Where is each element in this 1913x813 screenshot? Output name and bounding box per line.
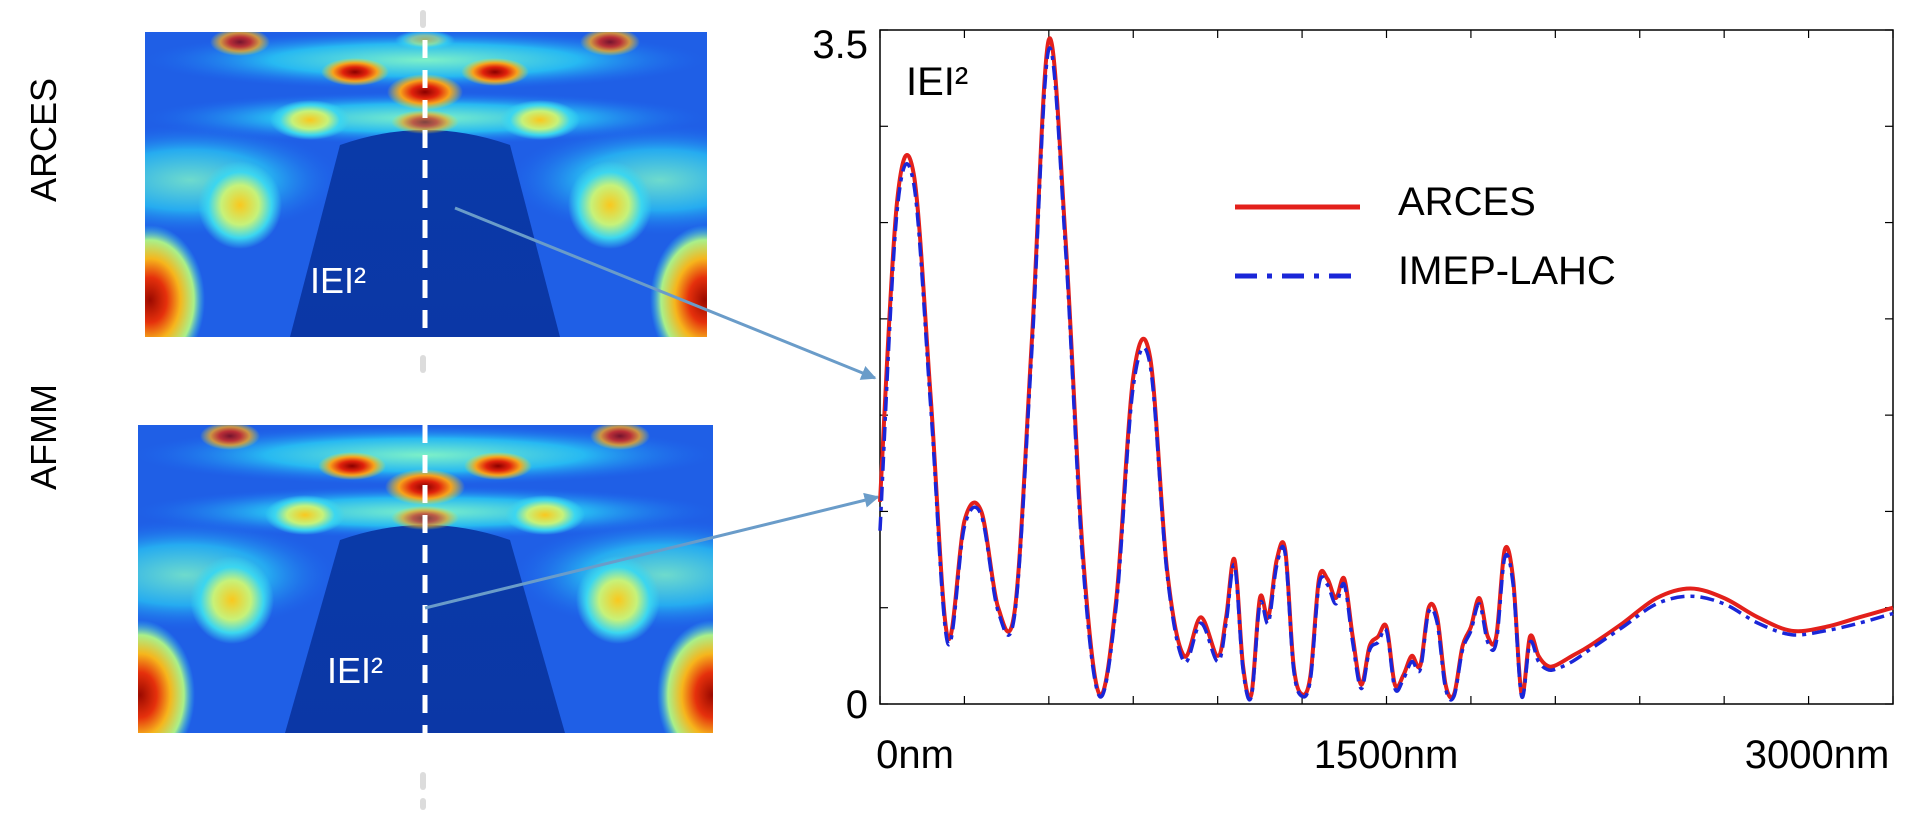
series-line-arces [878,36,1894,700]
x-tick-label-1500: 1500nm [1314,733,1459,777]
arrow-afmm-to-chart [424,492,880,610]
legend: ARCES IMEP-LAHC [1235,180,1616,293]
arrow-arces-to-chart [454,206,877,380]
map-label-afmm: AFMM [23,384,64,490]
field-label-afmm: IEI² [327,650,383,691]
field-label-arces: IEI² [310,260,366,301]
series-group [878,36,1894,702]
map-label-arces: ARCES [23,78,64,202]
legend-label-imep: IMEP-LAHC [1398,249,1616,293]
y-tick-label-top: 3.5 [812,23,868,67]
line-chart: IEI² 3.5 0 0nm 1500nm 3000nm ARCES IMEP-… [812,23,1894,777]
x-tick-label-0: 0nm [876,733,954,777]
field-map-arces: IEI² [145,32,707,337]
field-map-afmm: IEI² [138,425,713,740]
legend-label-arces: ARCES [1398,180,1536,224]
center-guide [420,10,426,810]
x-tick-label-3000: 3000nm [1745,733,1890,777]
series-line-imep-lahc [878,46,1894,702]
y-tick-label-zero: 0 [846,683,868,727]
y-axis-label: IEI² [906,60,968,104]
